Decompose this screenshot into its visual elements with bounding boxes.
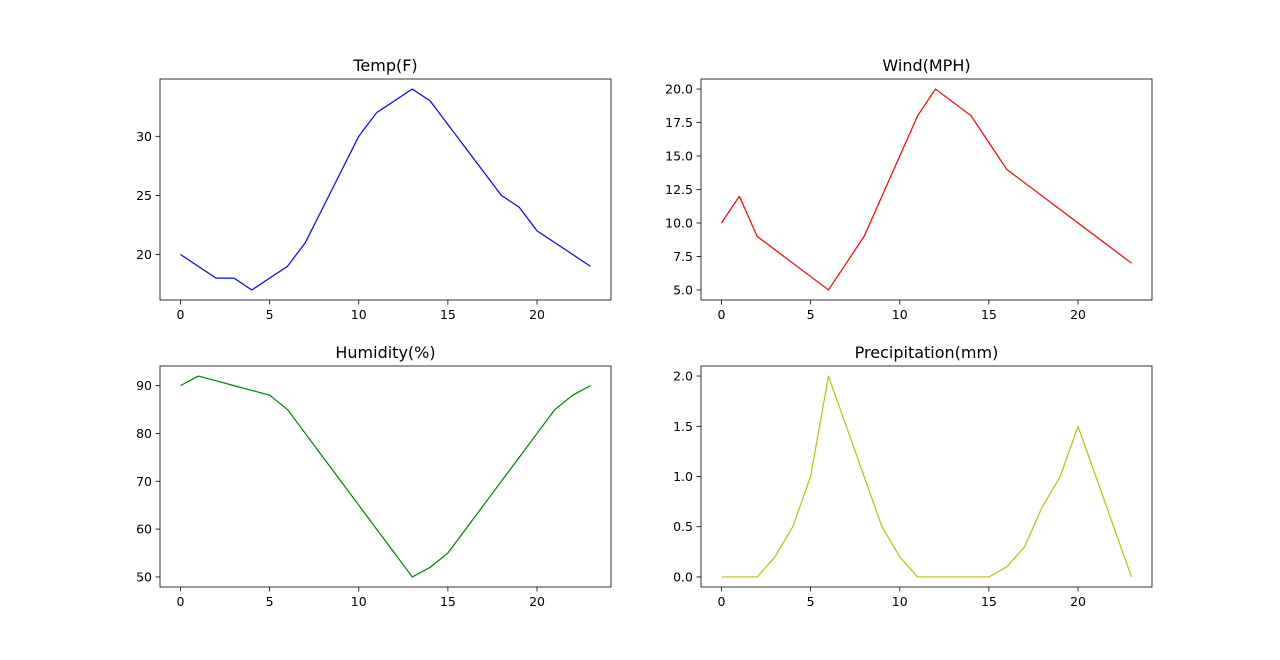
humidity-ytick-label: 80: [136, 426, 152, 441]
precipitation-mm-xtick-label: 20: [1070, 594, 1086, 609]
wind-mph-xtick-label: 20: [1070, 307, 1086, 322]
precipitation-mm-xtick-label: 0: [718, 594, 726, 609]
precipitation-mm-title: Precipitation(mm): [855, 343, 999, 362]
wind-mph-xtick-label: 15: [981, 307, 997, 322]
temp-f-xtick-label: 15: [440, 307, 456, 322]
wind-mph-ytick-label: 7.5: [673, 249, 693, 264]
temp-f-ytick-label: 20: [136, 247, 152, 262]
humidity-xtick-label: 15: [440, 594, 456, 609]
precipitation-mm-xtick-label: 10: [892, 594, 908, 609]
wind-mph-ytick-label: 20.0: [665, 82, 693, 97]
temp-f-xtick-label: 5: [266, 307, 274, 322]
precipitation-mm-xtick-label: 15: [981, 594, 997, 609]
precipitation-mm-ytick-label: 1.0: [673, 469, 693, 484]
temp-f-xtick-label: 10: [351, 307, 367, 322]
wind-mph-series-line: [721, 88, 1132, 291]
humidity-xtick-label: 5: [266, 594, 274, 609]
temp-f-subplot: Temp(F) 0 5 10 15 20 20 25 30: [136, 56, 612, 322]
precipitation-mm-ytick-label: 0.5: [673, 519, 693, 534]
humidity-title: Humidity(%): [335, 343, 435, 362]
temp-f-ytick-label: 25: [136, 188, 152, 203]
temp-f-xtick-label: 20: [529, 307, 545, 322]
humidity-xtick-label: 20: [529, 594, 545, 609]
precipitation-mm-xtick-label: 5: [807, 594, 815, 609]
wind-mph-xtick-label: 10: [892, 307, 908, 322]
humidity-ytick-label: 50: [136, 569, 152, 584]
wind-mph-title: Wind(MPH): [882, 56, 970, 75]
wind-mph-subplot: Wind(MPH) 0 5 10 15 20 5.0 7.5 10.0 12.5 15.0 17.5 2…: [665, 56, 1153, 322]
humidity-ytick-label: 90: [136, 378, 152, 393]
precipitation-mm-ytick-label: 1.5: [673, 419, 693, 434]
wind-mph-xtick-label: 5: [807, 307, 815, 322]
temp-f-series-line: [180, 88, 591, 291]
temp-f-ytick-label: 30: [136, 129, 152, 144]
humidity-subplot: Humidity(%) 0 5 10 15 20 50 60 70 80 90: [136, 343, 612, 609]
humidity-xtick-label: 0: [177, 594, 185, 609]
humidity-ytick-label: 70: [136, 474, 152, 489]
wind-mph-ytick-label: 17.5: [665, 115, 693, 130]
precipitation-mm-series-line: [721, 375, 1133, 578]
wind-mph-axes-frame: [700, 78, 1153, 301]
temp-f-axes-frame: [159, 78, 612, 301]
precipitation-mm-ytick-label: 0.0: [673, 569, 693, 584]
temp-f-title: Temp(F): [352, 56, 417, 75]
wind-mph-ytick-label: 5.0: [673, 282, 693, 297]
precipitation-mm-axes-frame: [700, 365, 1153, 588]
humidity-series-line: [180, 375, 591, 578]
humidity-ytick-label: 60: [136, 522, 152, 537]
temp-f-xtick-label: 0: [177, 307, 185, 322]
precipitation-mm-subplot: Precipitation(mm) 0 5 10 15 20 0.0 0.5 1.0 1.5 2.0: [673, 343, 1153, 609]
wind-mph-ytick-label: 12.5: [665, 182, 693, 197]
wind-mph-ytick-label: 15.0: [665, 149, 693, 164]
precipitation-mm-ytick-label: 2.0: [673, 369, 693, 384]
wind-mph-xtick-label: 0: [718, 307, 726, 322]
wind-mph-ytick-label: 10.0: [665, 215, 693, 230]
humidity-axes-frame: [159, 365, 612, 588]
humidity-xtick-label: 10: [351, 594, 367, 609]
